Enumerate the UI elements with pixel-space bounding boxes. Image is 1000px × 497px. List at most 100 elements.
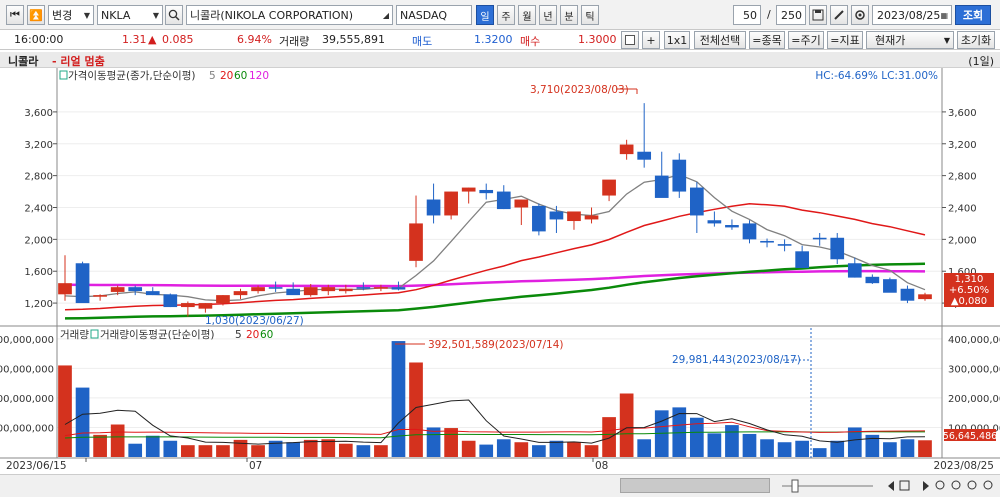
price-tick-label-left: 1,200: [24, 299, 53, 310]
volume-bar: [181, 445, 195, 457]
volume-bar: [286, 442, 301, 457]
settings-button[interactable]: [851, 5, 869, 25]
candle-body: [725, 225, 739, 228]
volume-bar: [918, 440, 932, 457]
candle-body: [619, 144, 634, 155]
ratio-button[interactable]: 1x1: [664, 31, 690, 49]
candle-body: [110, 287, 125, 292]
candle-body: [865, 276, 880, 284]
volume-bar: [637, 439, 652, 457]
candlesticks: [58, 103, 932, 317]
date-input[interactable]: 2023/08/25 ▦: [872, 5, 952, 25]
checkbox-icon: [625, 35, 635, 45]
tab-year[interactable]: 년: [539, 5, 557, 25]
candle-body: [409, 223, 423, 261]
nav-first-button[interactable]: ⏮: [6, 5, 24, 25]
candle-body: [391, 287, 406, 290]
total-input[interactable]: 250: [776, 5, 806, 25]
chevron-down-icon: ▼: [152, 10, 159, 20]
candle-body: [883, 279, 897, 293]
price-tick-label-left: 2,000: [24, 235, 53, 246]
tab-week[interactable]: 주: [497, 5, 515, 25]
nav-prev-button[interactable]: ⏫: [27, 5, 45, 25]
tab-day[interactable]: 일: [476, 5, 494, 25]
vol-legend-ma60: 60: [260, 329, 273, 341]
chart-titlebar: 니콜라 - 리얼 멈춤 (1일): [0, 52, 1000, 68]
stop-icon[interactable]: [899, 480, 910, 491]
chevron-down-icon: ▼: [83, 10, 90, 20]
zoom-handle[interactable]: [791, 479, 799, 493]
change-label: 변경: [52, 9, 73, 22]
volume-bar: [830, 440, 845, 457]
reset-button[interactable]: 초기화: [957, 31, 995, 49]
low-annotation: 1,030(2023/06/27): [205, 315, 304, 327]
change-select[interactable]: 변경 ▼: [48, 5, 94, 25]
volume-bar: [479, 444, 494, 457]
save-button[interactable]: [809, 5, 827, 25]
zoom-fit-icon[interactable]: [967, 480, 977, 490]
quote-price: 1.31: [122, 33, 147, 46]
candle-body: [900, 288, 915, 301]
candle-body: [654, 175, 669, 198]
scroll-thumb[interactable]: [620, 478, 770, 493]
volume-bar: [75, 387, 90, 457]
chart-period: (1일): [968, 55, 994, 68]
plus-button[interactable]: +: [642, 31, 660, 49]
candle-body: [479, 189, 494, 194]
symbol-input[interactable]: NKLA ▼: [97, 5, 163, 25]
candle-body: [707, 220, 722, 224]
price-volume-chart[interactable]: 가격이동평균(종가,단순이평) 5 20 60 120 HC:-64.69% L…: [0, 68, 1000, 474]
volume-ma-legend: 거래량이동평균(단순이평): [100, 329, 214, 341]
tab-tick[interactable]: 틱: [581, 5, 599, 25]
candle-body: [216, 295, 230, 304]
volume-peak-annotation: 392,501,589(2023/07/14): [428, 339, 564, 351]
query-button[interactable]: 조회: [955, 5, 991, 25]
candle-body: [847, 263, 862, 278]
scroll-left-icon[interactable]: [888, 481, 894, 491]
legend-toggle-icon[interactable]: [59, 70, 68, 80]
search-button[interactable]: [165, 5, 183, 25]
stock-name: 니콜라: [8, 55, 39, 68]
candle-body: [233, 291, 248, 296]
select-all-button[interactable]: 전체선택: [694, 31, 746, 49]
candle-body: [689, 187, 704, 216]
tab-month[interactable]: 월: [518, 5, 536, 25]
volume-bar: [795, 440, 809, 457]
corner-icon: ◢: [382, 10, 389, 20]
pen-button[interactable]: [830, 5, 848, 25]
price-tick-label-right: 2,800: [948, 172, 977, 183]
zoom-out-icon[interactable]: [951, 480, 961, 490]
price-tick-label-left: 2,800: [24, 172, 53, 183]
zoom-in-icon[interactable]: [935, 480, 945, 490]
scroll-right-icon[interactable]: [923, 481, 929, 491]
calendar-icon: ▦: [940, 10, 948, 20]
high-annotation: 3,710(2023/08/03): [530, 84, 629, 96]
volume-bar: [532, 445, 546, 457]
exchange-value: NASDAQ: [400, 8, 448, 22]
last-price-change: ▲0,080: [951, 296, 987, 307]
company-name: 니콜라(NIKOLA CORPORATION): [190, 9, 354, 22]
zoom-reset-icon[interactable]: [983, 480, 993, 490]
item-button[interactable]: =종목: [749, 31, 785, 49]
volume-legend-title: 거래량: [60, 329, 89, 341]
volume-ma60-line: [64, 431, 925, 439]
legend-ma5: 5: [209, 70, 216, 82]
volume-bar: [321, 439, 336, 457]
tab-minute[interactable]: 분: [560, 5, 578, 25]
company-name-field[interactable]: 니콜라(NIKOLA CORPORATION) ◢: [186, 5, 393, 25]
horizontal-scrollbar[interactable]: [0, 474, 1000, 497]
checkbox-toggle[interactable]: [621, 31, 639, 49]
count-input[interactable]: 50: [733, 5, 761, 25]
volume-legend-toggle-icon[interactable]: [90, 329, 99, 339]
current-price-select[interactable]: 현재가 ▼: [866, 31, 954, 49]
candle-body: [321, 287, 336, 292]
quote-change-pct: 6.94%: [237, 33, 272, 46]
period-button[interactable]: =주기: [788, 31, 824, 49]
volume-bar: [707, 433, 722, 457]
candle-body: [830, 237, 845, 260]
indicator-button[interactable]: =지표: [827, 31, 863, 49]
zoom-controls[interactable]: [778, 477, 996, 495]
volume-bar: [760, 439, 774, 457]
quote-time: 16:00:00: [14, 33, 64, 46]
volume-bar: [268, 440, 283, 457]
